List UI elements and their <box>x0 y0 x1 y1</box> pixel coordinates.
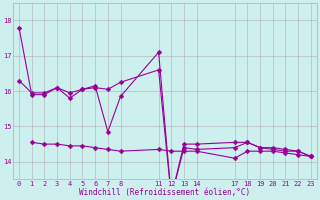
X-axis label: Windchill (Refroidissement éolien,°C): Windchill (Refroidissement éolien,°C) <box>79 188 251 197</box>
